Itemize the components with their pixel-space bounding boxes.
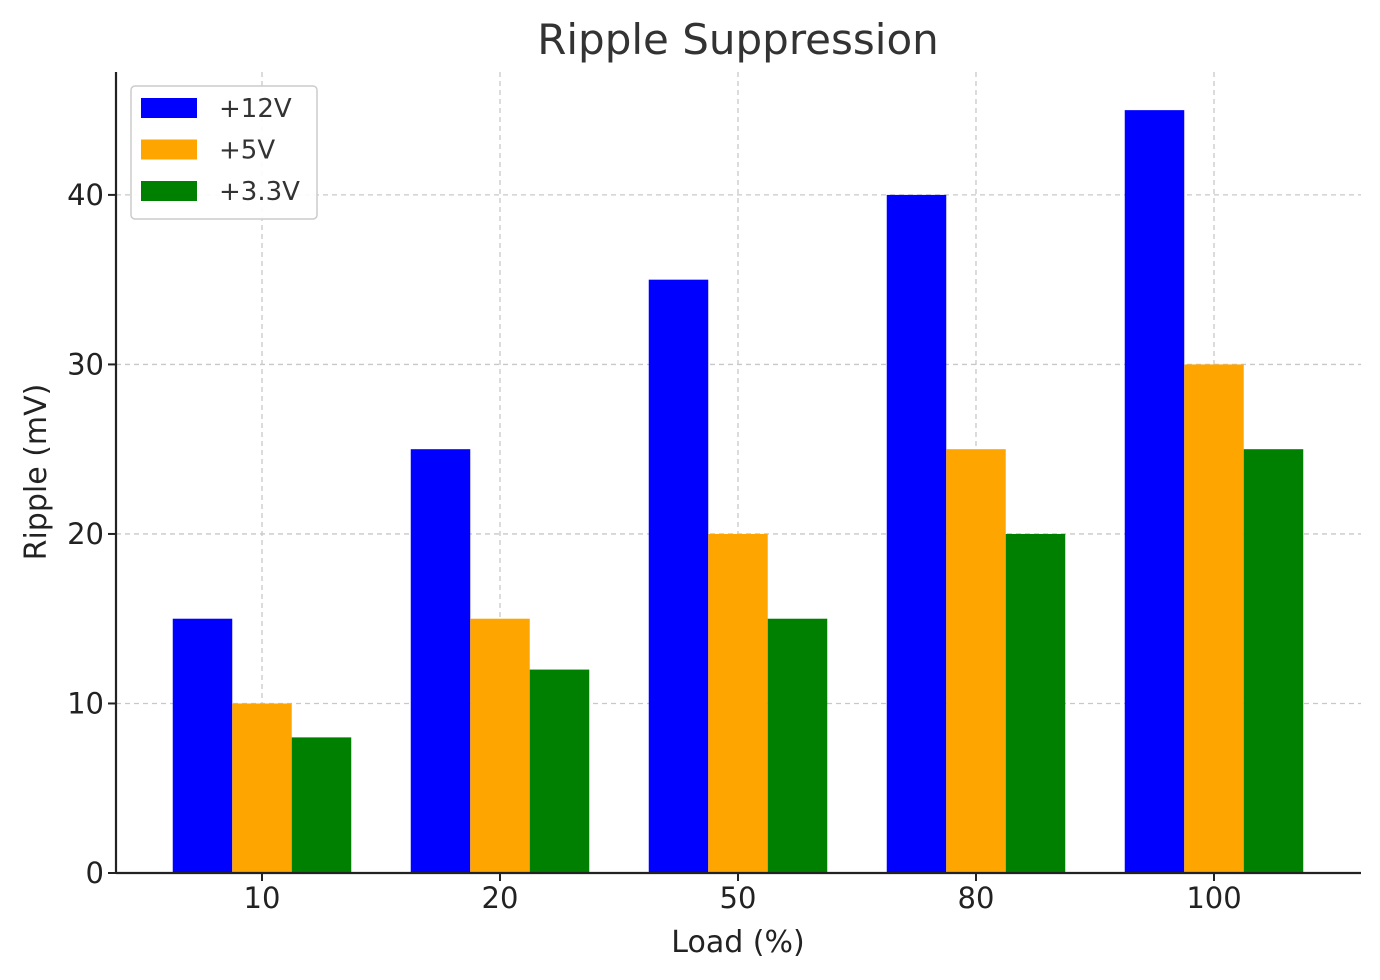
legend-label: +3.3V (219, 177, 300, 207)
bar (1005, 533, 1066, 873)
x-tick-label: 50 (720, 881, 757, 915)
y-tick-label: 30 (67, 347, 104, 381)
x-tick-label: 10 (244, 881, 281, 915)
x-tick-label: 100 (1186, 881, 1241, 915)
y-axis-label: Ripple (mV) (19, 384, 54, 561)
chart-title: Ripple Suppression (537, 15, 939, 64)
legend-label: +12V (219, 94, 292, 124)
bar (946, 449, 1006, 873)
y-tick-label: 0 (86, 856, 104, 890)
x-ticks: 10 20 50 80 100 (244, 873, 1242, 915)
bar (172, 618, 233, 873)
bar (1184, 364, 1244, 873)
bar (1124, 110, 1185, 873)
bar (1243, 449, 1304, 873)
bar (886, 194, 947, 873)
y-tick-label: 20 (67, 517, 104, 551)
y-tick-label: 10 (67, 686, 104, 720)
y-ticks: 0 10 20 30 40 (67, 178, 116, 890)
x-axis-label: Load (%) (671, 925, 804, 960)
bar (767, 618, 828, 873)
x-tick-label: 20 (482, 881, 519, 915)
bar (291, 737, 352, 873)
legend-label: +5V (219, 136, 275, 166)
legend: +12V +5V +3.3V (130, 85, 318, 220)
bars (172, 110, 1304, 874)
x-tick-label: 80 (958, 881, 995, 915)
bar (470, 618, 530, 873)
legend-swatch (141, 139, 197, 160)
bar (410, 449, 471, 873)
legend-swatch (141, 181, 197, 201)
y-tick-label: 40 (67, 178, 104, 212)
bar (708, 533, 768, 873)
bar (232, 703, 292, 873)
legend-swatch (141, 98, 197, 118)
bar (648, 279, 709, 874)
bar (529, 669, 590, 873)
